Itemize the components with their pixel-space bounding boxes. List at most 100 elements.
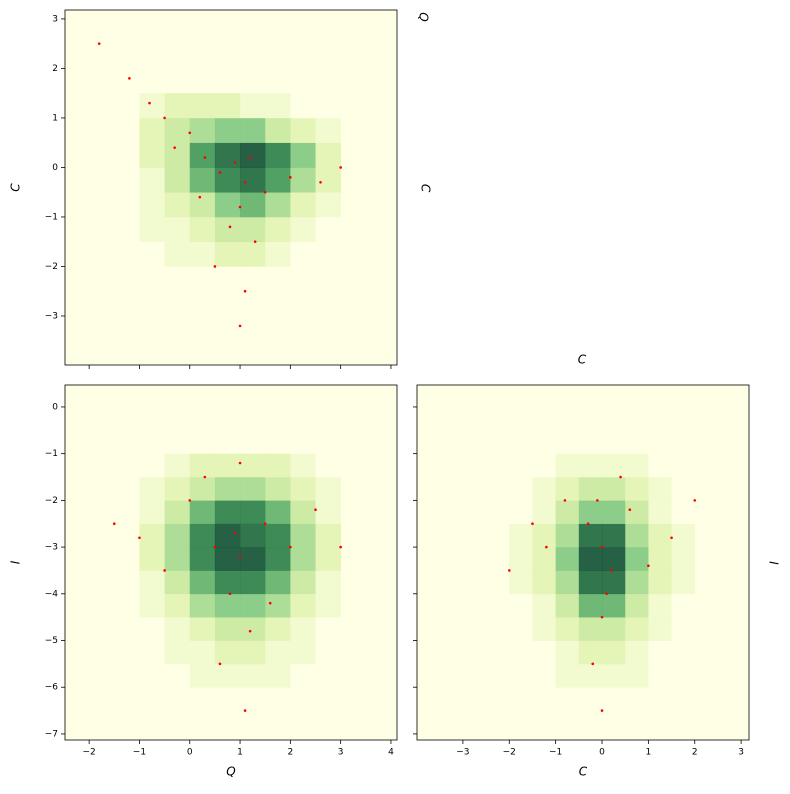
point xyxy=(563,499,567,502)
hist-cell xyxy=(240,477,266,501)
hist-cell xyxy=(555,663,580,688)
hist-cell xyxy=(240,453,266,478)
hist-cell xyxy=(290,453,316,478)
hist-cell xyxy=(625,570,649,595)
hist-cell xyxy=(164,142,191,168)
x-tick-label: −1 xyxy=(549,748,562,758)
hist-cell xyxy=(240,142,266,168)
hist-cell xyxy=(315,167,341,193)
hist-cell xyxy=(532,547,556,571)
hist-cell xyxy=(532,663,556,688)
point xyxy=(243,289,247,293)
hist-cell xyxy=(189,117,216,143)
plot-frame xyxy=(64,384,398,741)
panel: −2 −1 0 1 2 3 4 −7 −6 −5 −4 −3 −2 −1 0 Q I xyxy=(9,384,398,779)
hist-cell xyxy=(214,523,241,548)
hist-cell xyxy=(315,663,341,688)
point xyxy=(203,475,207,479)
hist-cell xyxy=(139,640,165,665)
hist-cell xyxy=(315,453,341,478)
point xyxy=(600,709,604,712)
hist-cell xyxy=(602,500,626,525)
hist-cell xyxy=(240,117,266,143)
hist-cell xyxy=(555,523,580,548)
hist-cell xyxy=(315,500,341,525)
hist-cell xyxy=(139,477,165,501)
hist-cell xyxy=(214,547,241,571)
hist-cell xyxy=(315,216,341,243)
y-tick-label: 0 xyxy=(52,163,58,173)
point xyxy=(228,592,232,596)
hist-cell xyxy=(189,547,216,571)
hist-cell xyxy=(240,192,266,218)
plot-area xyxy=(112,453,342,712)
hist-cell xyxy=(139,216,165,243)
x-tick-label: −2 xyxy=(503,748,516,758)
hist-cell xyxy=(671,477,696,501)
hist-cell xyxy=(139,617,165,641)
plot-frame xyxy=(416,384,750,741)
point xyxy=(148,101,151,105)
hist-cell xyxy=(139,500,165,525)
x-tick-label: 1 xyxy=(237,748,243,758)
hist-cell xyxy=(265,167,291,193)
hist-cell xyxy=(602,640,626,665)
point xyxy=(545,545,548,549)
hist-cell xyxy=(214,477,241,501)
x-tick-label: 1 xyxy=(646,748,652,758)
hist-cell xyxy=(189,477,216,501)
hist-cell xyxy=(625,663,649,688)
hist-cell xyxy=(509,453,533,478)
hist-cell xyxy=(164,547,191,571)
hist-cell xyxy=(290,93,316,119)
hist-cell xyxy=(265,663,291,688)
point xyxy=(233,161,237,164)
hist-cell xyxy=(290,167,316,193)
hist-cell xyxy=(139,241,165,267)
hist-cell xyxy=(214,570,241,595)
y-tick-label: −5 xyxy=(45,636,58,646)
hist-cell xyxy=(240,167,266,193)
hist-cell xyxy=(578,640,603,665)
hist-cell xyxy=(164,93,191,119)
point xyxy=(198,195,202,199)
hist-cell xyxy=(555,640,580,665)
hist-cell xyxy=(578,570,603,595)
x-tick-label: 3 xyxy=(738,748,744,758)
hist-cell xyxy=(290,570,316,595)
hist-cell xyxy=(555,547,580,571)
hist-cell xyxy=(648,523,672,548)
point xyxy=(248,629,252,633)
hist-cell xyxy=(625,593,649,618)
hist-cell xyxy=(214,663,241,688)
hist-cell xyxy=(290,547,316,571)
hist-cell xyxy=(290,477,316,501)
hist-cell xyxy=(671,617,696,641)
hist-cell xyxy=(602,453,626,478)
hist-cell xyxy=(240,663,266,688)
point xyxy=(213,545,217,549)
point xyxy=(596,499,599,502)
hist-cell xyxy=(315,477,341,501)
hist-cell xyxy=(648,500,672,525)
point xyxy=(319,181,322,184)
hist-cell xyxy=(671,453,696,478)
point xyxy=(289,545,292,549)
hist-cell xyxy=(164,117,191,143)
hist-cell xyxy=(532,617,556,641)
hist-cell xyxy=(164,477,191,501)
hist-cell xyxy=(509,663,533,688)
point xyxy=(600,615,604,619)
point xyxy=(263,522,267,526)
hist-cell xyxy=(555,617,580,641)
hist-cell xyxy=(315,523,341,548)
hist-cell xyxy=(265,593,291,618)
hist-cell xyxy=(214,617,241,641)
point xyxy=(243,709,247,712)
point xyxy=(213,265,217,268)
x-tick-label: 0 xyxy=(599,748,605,758)
hist-cell xyxy=(189,617,216,641)
hist-cell xyxy=(164,593,191,618)
hist-cell xyxy=(578,617,603,641)
y-tick-label: −1 xyxy=(45,212,58,222)
